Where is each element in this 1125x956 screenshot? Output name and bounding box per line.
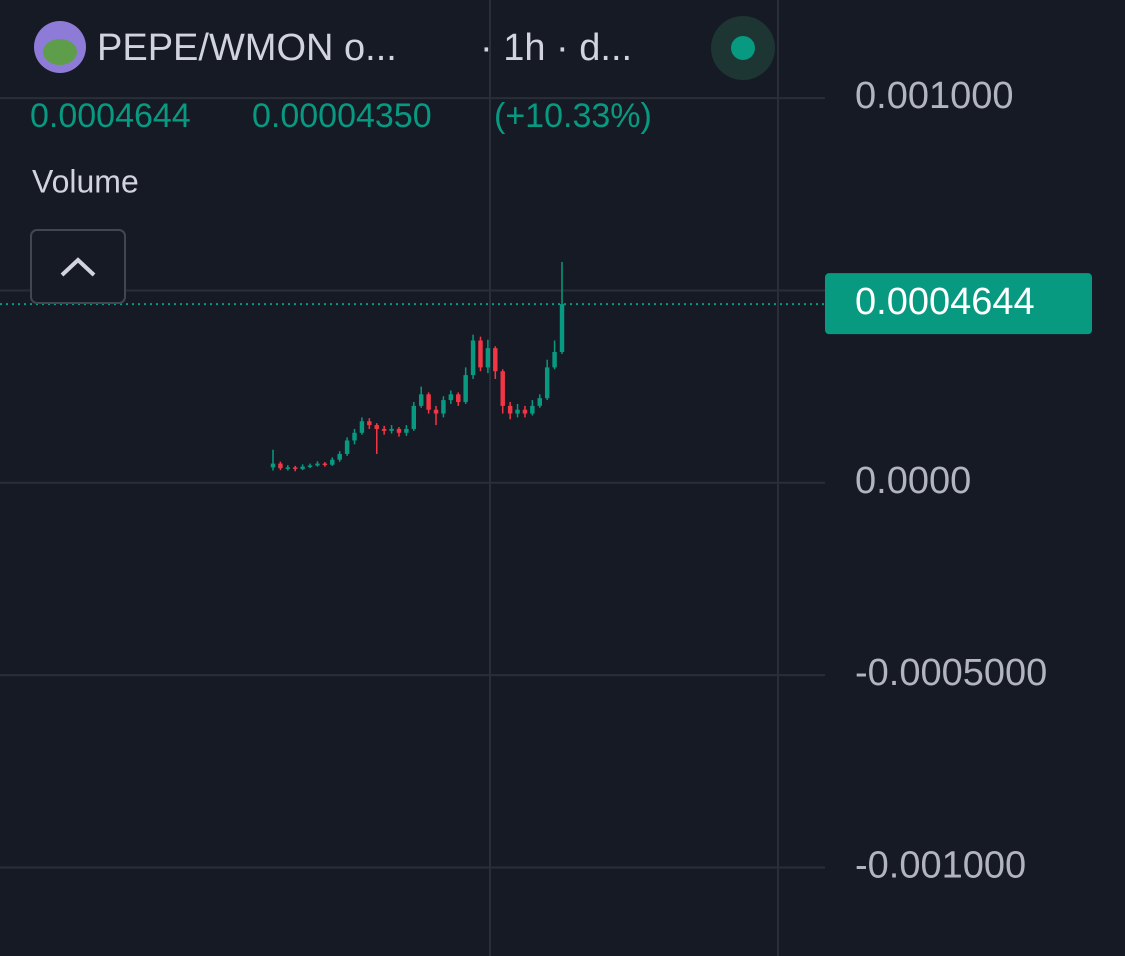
candle-body <box>485 348 491 368</box>
legend-price: 0.0004644 <box>30 97 191 135</box>
candle-body <box>530 405 535 414</box>
candle-body <box>367 421 372 426</box>
candle-body <box>344 440 350 454</box>
candle-body <box>374 425 379 429</box>
grid <box>0 0 825 956</box>
candle-body <box>433 409 439 414</box>
y-tick-label: -0.001000 <box>855 845 1026 887</box>
candle-body <box>352 432 357 441</box>
candle-body <box>552 352 557 368</box>
candle-body <box>470 340 476 376</box>
candle-body <box>337 453 342 460</box>
candle-body <box>456 394 461 403</box>
last-price-label: 0.0004644 <box>855 281 1035 323</box>
candles <box>270 261 565 472</box>
candle-body <box>441 400 446 414</box>
candle-body <box>307 465 313 467</box>
collapse-button[interactable] <box>30 229 126 304</box>
chevron-icon <box>60 257 96 277</box>
candle-body <box>300 466 305 469</box>
y-tick-label: 0.001000 <box>855 75 1014 117</box>
candle-body <box>411 405 417 429</box>
indicator-label: Volume <box>32 163 139 199</box>
candle-body <box>522 409 528 414</box>
candle-body <box>359 421 365 433</box>
candle-body <box>315 463 320 466</box>
candle-body <box>404 428 409 433</box>
candle-body <box>322 463 328 466</box>
last-price-badge <box>825 273 1092 335</box>
overlay: 0.001000 0.0000 -0.0005000 -0.001000 0.00046… <box>0 75 1092 887</box>
y-tick-label: 0.0000 <box>855 460 971 502</box>
candle-body <box>493 348 498 372</box>
symbol[interactable]: PEPE/WMON o... <box>97 27 397 69</box>
candle-body <box>507 405 513 414</box>
candle-body <box>293 467 298 469</box>
candle-body <box>389 428 394 431</box>
candle-body <box>426 394 431 410</box>
candle-body <box>448 394 454 401</box>
candle-body <box>515 409 520 414</box>
candle-body <box>463 375 468 403</box>
interval[interactable]: · 1h · d... <box>480 27 632 69</box>
candle-body <box>544 367 550 399</box>
candle-body <box>278 463 283 469</box>
candle-body <box>418 394 424 406</box>
candle-body <box>381 428 387 431</box>
candle-body <box>500 371 505 406</box>
status-dot <box>731 36 755 60</box>
candle-body <box>478 340 483 368</box>
y-tick-label: -0.0005000 <box>855 652 1047 694</box>
legend-change-pct: (+10.33%) <box>494 97 652 135</box>
candle-body <box>285 467 291 469</box>
candle-body <box>396 428 402 433</box>
candle-body <box>270 463 276 468</box>
candle-body <box>537 398 542 406</box>
legend-change: 0.00004350 <box>252 97 432 135</box>
candle-body <box>559 304 565 353</box>
token-icon-face <box>43 39 77 65</box>
candle-body <box>330 459 335 465</box>
